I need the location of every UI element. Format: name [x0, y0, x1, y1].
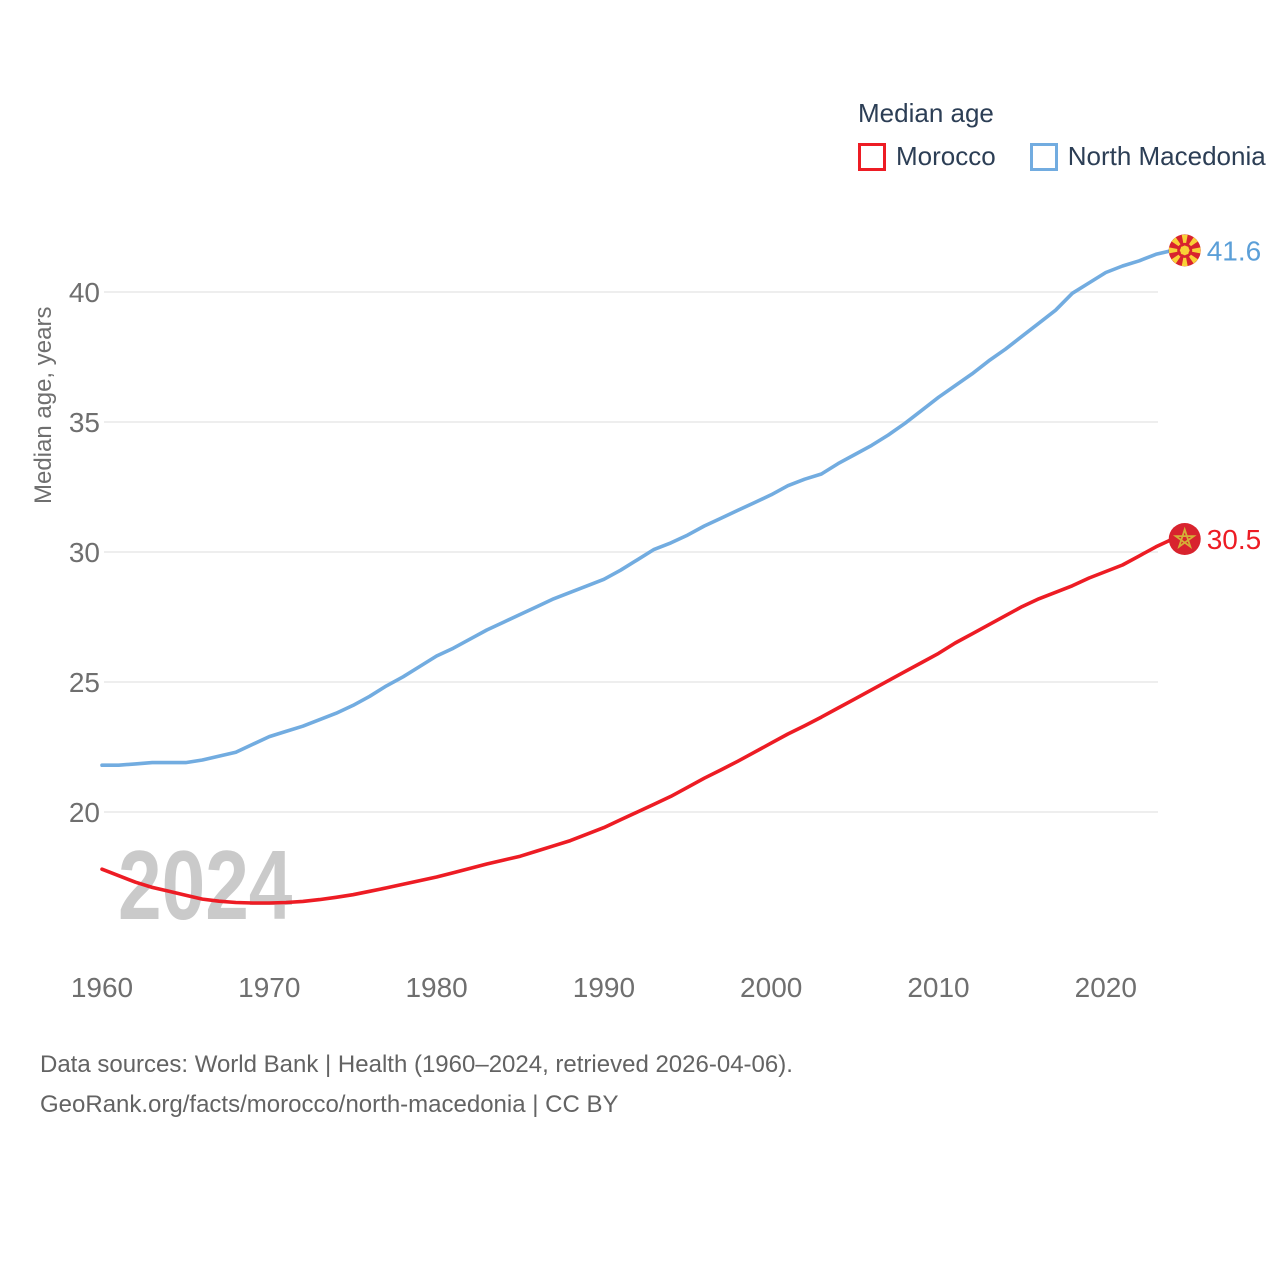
y-tick-40: 40 [69, 277, 100, 308]
x-tick-1960: 1960 [71, 972, 133, 1003]
attribution-link-text[interactable]: GeoRank.org/facts/morocco/north-macedoni… [40, 1091, 619, 1118]
x-tick-2010: 2010 [907, 972, 969, 1003]
chart-legend: Median age Morocco North Macedonia [858, 98, 1266, 172]
morocco-flag-icon [1168, 523, 1201, 555]
x-tick-1980: 1980 [405, 972, 467, 1003]
legend-row: Morocco North Macedonia [858, 141, 1266, 172]
y-tick-25: 25 [69, 667, 100, 698]
legend-item-north-macedonia[interactable]: North Macedonia [1029, 141, 1266, 172]
legend-label-north-macedonia: North Macedonia [1067, 141, 1266, 171]
x-tick-2000: 2000 [740, 972, 802, 1003]
chart-canvas: 20 25 30 35 40 1960 1970 1980 1990 2000 2010 2020 30… [69, 234, 1262, 1003]
legend-title: Median age [858, 98, 994, 128]
line-north-macedonia [100, 248, 1175, 768]
x-tick-1990: 1990 [573, 972, 635, 1003]
y-tick-20: 20 [69, 797, 100, 828]
north-macedonia-swatch-icon[interactable] [1029, 142, 1058, 171]
y-tick-30: 30 [69, 537, 100, 568]
line-morocco [100, 537, 1175, 905]
north-macedonia-flag-icon [1168, 234, 1201, 267]
end-label-morocco: 30.5 [1207, 524, 1262, 555]
x-tick-1970: 1970 [238, 972, 300, 1003]
data-sources-text: Data sources: World Bank | Health (1960–… [40, 1051, 793, 1078]
footer: Data sources: World Bank | Health (1960–… [40, 1045, 793, 1125]
x-tick-2020: 2020 [1075, 972, 1137, 1003]
legend-label-morocco: Morocco [896, 141, 996, 171]
end-label-north-macedonia: 41.6 [1207, 235, 1262, 266]
morocco-swatch-icon[interactable] [858, 142, 886, 171]
y-tick-35: 35 [69, 407, 100, 438]
legend-item-morocco[interactable]: Morocco [858, 141, 996, 172]
